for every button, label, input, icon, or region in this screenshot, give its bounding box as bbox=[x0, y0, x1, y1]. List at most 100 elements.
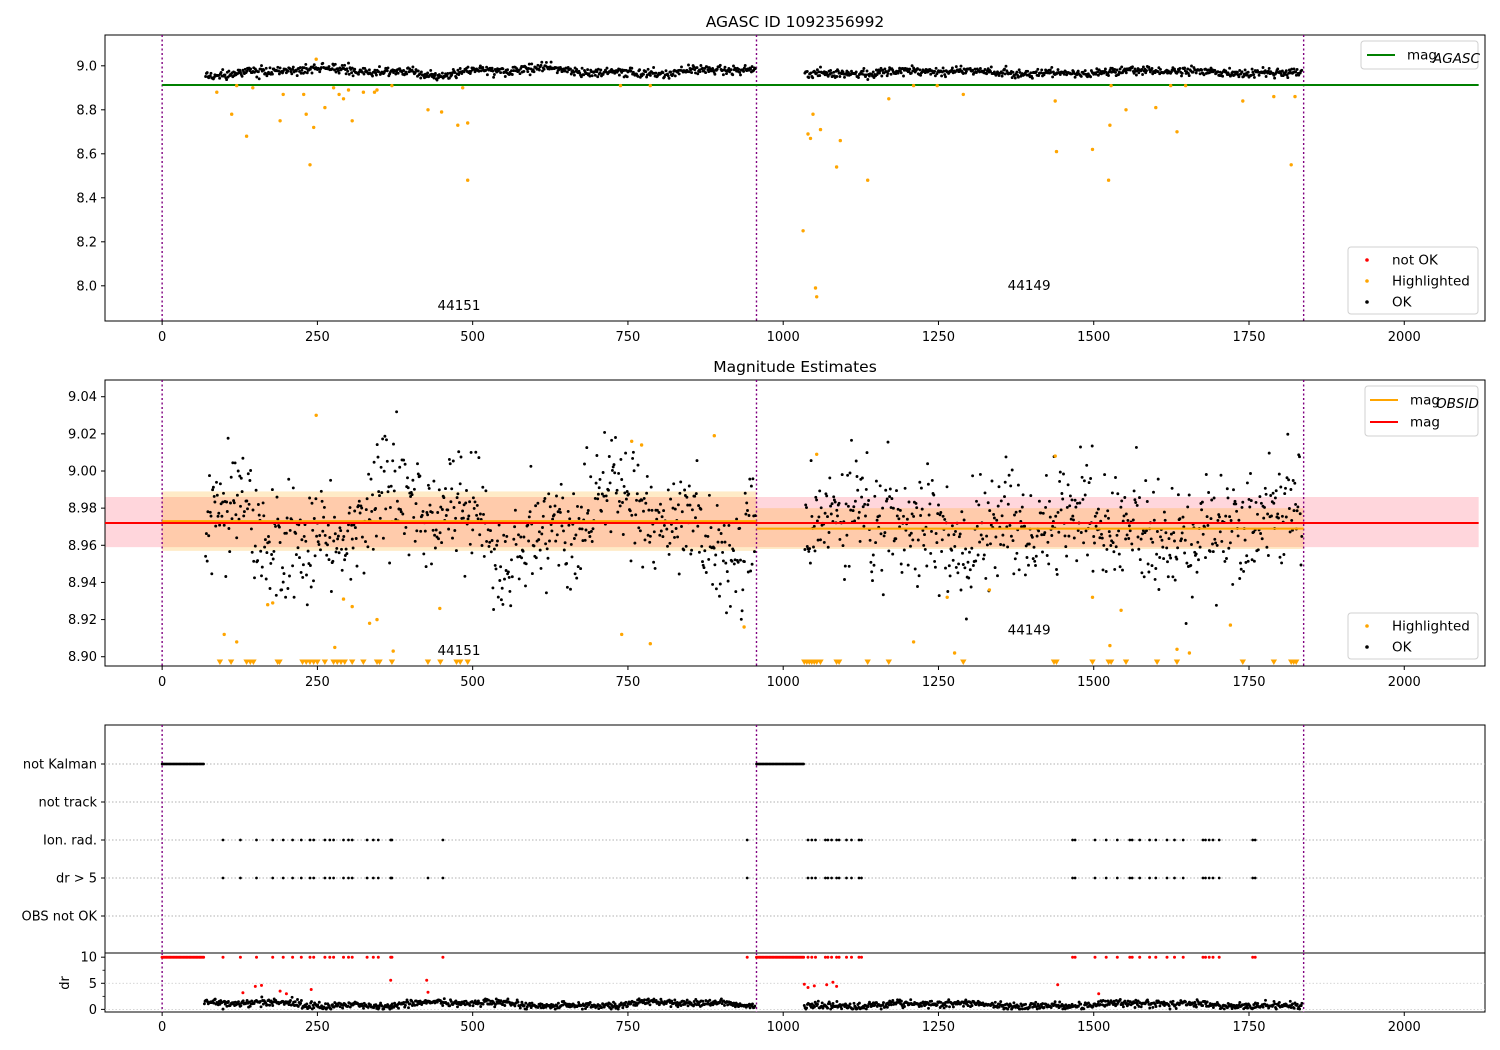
ok-point bbox=[1094, 524, 1098, 528]
ok-point bbox=[530, 62, 534, 66]
ok-point bbox=[1214, 541, 1218, 545]
ok-point bbox=[381, 536, 385, 540]
top-panel-title: AGASC ID 1092356992 bbox=[706, 13, 885, 31]
ok-point bbox=[268, 587, 272, 590]
ok-point bbox=[616, 510, 620, 514]
obsid-label: 44149 bbox=[1008, 622, 1051, 638]
flag-point bbox=[323, 876, 327, 880]
ok-point bbox=[503, 540, 507, 543]
ok-point bbox=[874, 479, 878, 483]
ok-point bbox=[561, 496, 565, 500]
clipped-dr-point bbox=[810, 955, 814, 959]
highlighted-point bbox=[1106, 178, 1111, 182]
ok-point bbox=[857, 1001, 861, 1005]
ok-point bbox=[1239, 561, 1242, 565]
ok-point bbox=[750, 65, 754, 69]
flag-point bbox=[745, 876, 749, 880]
ok-point bbox=[583, 462, 586, 466]
ok-point bbox=[1284, 69, 1288, 73]
ok-point bbox=[850, 438, 853, 442]
ok-point bbox=[251, 508, 255, 512]
ok-point bbox=[636, 1001, 640, 1005]
ok-point bbox=[559, 67, 563, 71]
ok-point bbox=[804, 503, 808, 507]
ok-point bbox=[908, 533, 912, 537]
out-of-range-marker bbox=[376, 659, 383, 665]
ok-point bbox=[534, 556, 538, 560]
ok-point bbox=[348, 506, 352, 510]
ok-point bbox=[888, 495, 892, 499]
ok-point bbox=[641, 565, 645, 569]
ok-point bbox=[978, 67, 982, 70]
ok-point bbox=[565, 562, 569, 565]
ok-point bbox=[249, 67, 253, 71]
ok-point bbox=[1274, 1007, 1278, 1011]
ok-point bbox=[340, 63, 344, 67]
ok-point bbox=[360, 506, 364, 510]
ok-point bbox=[997, 485, 1001, 489]
ok-point bbox=[218, 523, 222, 527]
ok-point bbox=[379, 1001, 383, 1005]
ok-point bbox=[538, 548, 542, 552]
ok-point bbox=[852, 1001, 856, 1005]
ok-point bbox=[426, 513, 430, 517]
ok-point bbox=[937, 503, 940, 507]
ok-point bbox=[1149, 537, 1153, 541]
ok-point bbox=[694, 997, 698, 1001]
flag-point bbox=[826, 876, 830, 880]
ok-point bbox=[897, 517, 901, 521]
ok-point bbox=[1080, 475, 1084, 479]
ok-point bbox=[983, 68, 987, 71]
ok-point bbox=[455, 496, 459, 500]
ok-point bbox=[492, 547, 496, 551]
ok-point bbox=[686, 1004, 690, 1008]
ok-point bbox=[1003, 480, 1007, 484]
flag-point bbox=[1251, 838, 1255, 842]
ok-point bbox=[385, 459, 389, 463]
ok-point bbox=[870, 570, 874, 574]
ok-point bbox=[397, 1006, 400, 1010]
ok-point bbox=[534, 504, 538, 508]
clipped-dr-point bbox=[802, 955, 806, 959]
ok-point bbox=[981, 1001, 985, 1005]
ok-point bbox=[1073, 75, 1077, 79]
y-tick-label: 10 bbox=[80, 951, 97, 966]
ok-point bbox=[1243, 68, 1247, 72]
ok-point bbox=[1098, 1003, 1102, 1006]
ok-point bbox=[1082, 541, 1086, 545]
highlighted-point bbox=[367, 621, 372, 625]
ok-point bbox=[726, 1003, 730, 1007]
ok-point bbox=[925, 564, 929, 568]
flag-point bbox=[806, 838, 810, 842]
ok-point bbox=[583, 538, 587, 542]
ok-point bbox=[723, 65, 727, 69]
ok-point bbox=[441, 1004, 445, 1007]
x-tick-label: 1500 bbox=[1077, 330, 1110, 345]
ok-point bbox=[513, 525, 517, 529]
ok-point bbox=[878, 69, 882, 73]
ok-point bbox=[707, 493, 711, 497]
ok-point bbox=[697, 504, 701, 508]
ok-point bbox=[670, 530, 674, 534]
ok-point bbox=[1151, 540, 1155, 544]
ok-point bbox=[267, 540, 271, 544]
ok-point bbox=[865, 451, 869, 455]
ok-point bbox=[815, 68, 819, 72]
ok-point bbox=[1234, 502, 1238, 506]
ok-point bbox=[707, 70, 711, 74]
flag-point bbox=[332, 838, 335, 842]
ok-point bbox=[1200, 500, 1204, 504]
ok-point bbox=[1158, 556, 1162, 559]
ok-point bbox=[695, 459, 699, 463]
ok-point bbox=[820, 1001, 824, 1005]
ok-point bbox=[602, 494, 606, 498]
ok-point bbox=[468, 1003, 472, 1007]
flag-point bbox=[1211, 838, 1215, 842]
ok-point bbox=[1285, 476, 1289, 480]
y-tick-label: 9.0 bbox=[76, 59, 97, 74]
ok-point bbox=[369, 477, 373, 481]
ok-point bbox=[529, 67, 533, 71]
ok-point bbox=[1166, 575, 1170, 579]
ok-point bbox=[954, 529, 957, 533]
ok-point bbox=[481, 1002, 485, 1006]
